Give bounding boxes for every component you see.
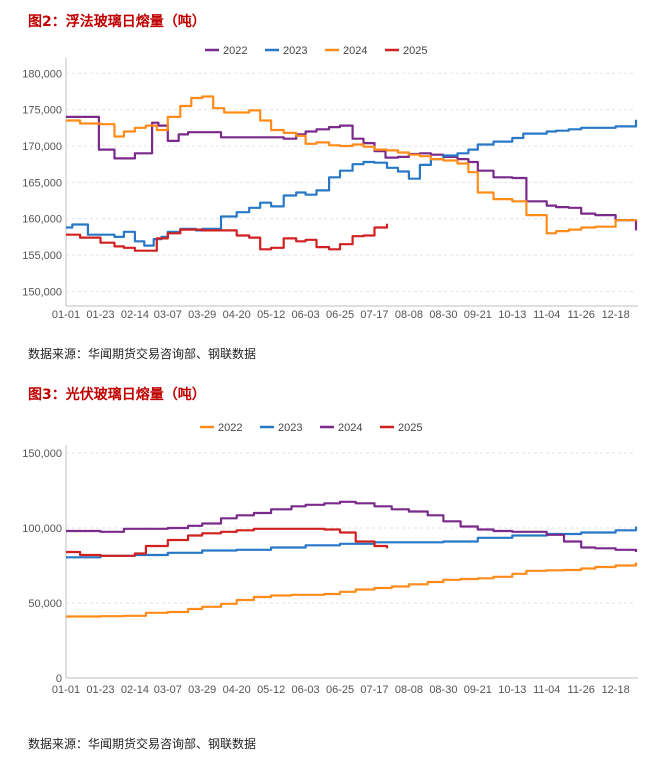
series-line-2023 (66, 526, 638, 559)
series-line-2024 (66, 95, 638, 235)
x-tick-label: 10-13 (498, 309, 526, 321)
y-tick-label: 150,000 (22, 448, 62, 460)
x-tick-label: 11-04 (533, 309, 560, 321)
legend-item-2023: 2023 (265, 45, 307, 57)
y-tick-label: 0 (56, 673, 62, 685)
series-line-2022 (66, 562, 638, 618)
x-tick-label: 02-14 (121, 684, 149, 696)
legend-item-2024: 2024 (325, 45, 367, 57)
legend-label: 2023 (283, 45, 307, 57)
x-tick-label: 03-07 (154, 684, 182, 696)
x-tick-label: 08-30 (429, 684, 457, 696)
x-tick-label: 08-08 (395, 309, 423, 321)
x-tick-label: 09-21 (464, 684, 492, 696)
x-tick-label: 08-08 (395, 684, 423, 696)
y-tick-label: 180,000 (22, 68, 62, 80)
x-tick-label: 01-01 (52, 684, 80, 696)
x-tick-label: 11-04 (533, 684, 560, 696)
x-tick-label: 03-29 (188, 684, 216, 696)
x-tick-label: 04-20 (223, 309, 251, 321)
legend-label: 2024 (338, 422, 362, 434)
x-tick-label: 12-18 (602, 309, 630, 321)
x-tick-label: 08-30 (429, 309, 457, 321)
x-tick-label: 01-23 (86, 309, 114, 321)
x-tick-label: 10-13 (498, 684, 526, 696)
y-tick-label: 165,000 (22, 177, 62, 189)
y-tick-label: 160,000 (22, 214, 62, 226)
legend-label: 2025 (398, 422, 422, 434)
x-tick-label: 02-14 (121, 309, 149, 321)
legend-item-2024: 2024 (320, 422, 362, 434)
legend-label: 2022 (223, 45, 247, 57)
figure-2-title: 图2：浮法玻璃日熔量（吨） (28, 14, 206, 30)
x-tick-label: 07-17 (360, 309, 388, 321)
legend-item-2022: 2022 (205, 45, 247, 57)
y-tick-label: 50,000 (28, 598, 62, 610)
x-tick-label: 01-01 (52, 309, 80, 321)
legend-label: 2025 (403, 45, 427, 57)
x-tick-label: 06-03 (292, 309, 320, 321)
x-tick-label: 05-12 (257, 684, 285, 696)
x-tick-label: 07-17 (360, 684, 388, 696)
x-tick-label: 11-26 (568, 309, 595, 321)
legend-label: 2024 (343, 45, 367, 57)
legend-item-2025: 2025 (380, 422, 422, 434)
figure-3-source: 数据来源：华闻期货交易咨询部、钢联数据 (28, 737, 257, 751)
y-tick-label: 155,000 (22, 250, 62, 262)
y-tick-label: 150,000 (22, 286, 62, 298)
legend-item-2025: 2025 (385, 45, 427, 57)
pv-glass-chart: 0 50,000 100,000 150,000 01-01 01-23 02-14 03-0… (22, 422, 638, 696)
x-tick-label: 06-03 (292, 684, 320, 696)
legend-label: 2023 (278, 422, 302, 434)
figure-2-source: 数据来源：华闻期货交易咨询部、钢联数据 (28, 347, 257, 361)
x-tick-label: 09-21 (464, 309, 492, 321)
x-tick-label: 05-12 (257, 309, 285, 321)
x-tick-label: 11-26 (568, 684, 595, 696)
legend-item-2022: 2022 (200, 422, 242, 434)
legend-label: 2022 (218, 422, 242, 434)
x-tick-label: 06-25 (326, 684, 354, 696)
y-tick-label: 100,000 (22, 523, 62, 535)
y-tick-label: 175,000 (22, 105, 62, 117)
x-tick-label: 06-25 (326, 309, 354, 321)
figure-3-title: 图3：光伏玻璃日熔量（吨） (28, 387, 206, 403)
float-glass-chart: 150,000 155,000 160,000 165,000 170,000 175,0… (22, 45, 638, 321)
series-line-2024 (66, 500, 638, 552)
x-tick-label: 04-20 (223, 684, 251, 696)
series-line-2025 (66, 223, 389, 252)
series-line-2023 (66, 119, 638, 247)
x-tick-label: 03-07 (154, 309, 182, 321)
series-line-2022 (66, 115, 638, 231)
series-line-2025 (66, 527, 389, 557)
legend-item-2023: 2023 (260, 422, 302, 434)
x-tick-label: 01-23 (86, 684, 114, 696)
x-tick-label: 03-29 (188, 309, 216, 321)
y-tick-label: 170,000 (22, 141, 62, 153)
x-tick-label: 12-18 (602, 684, 630, 696)
